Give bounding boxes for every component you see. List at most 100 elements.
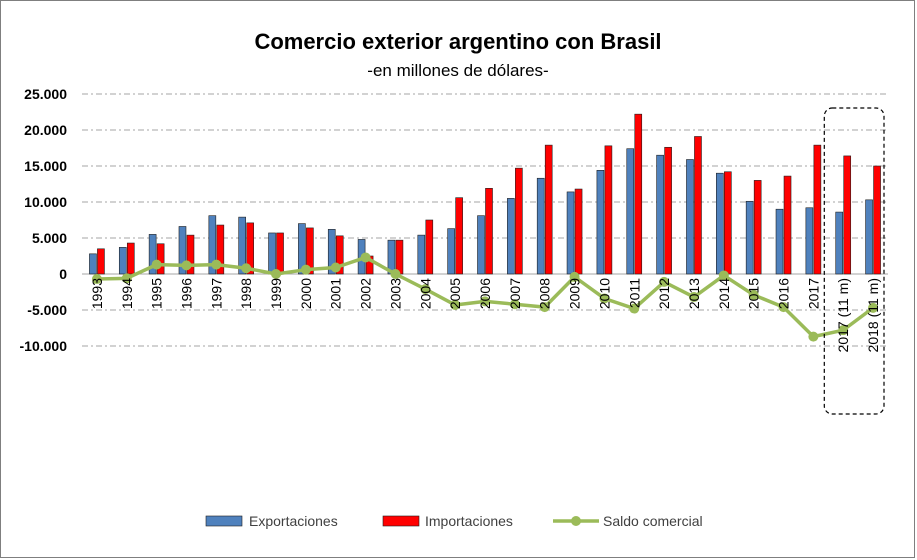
export-bar [596, 170, 605, 275]
y-tick-label: 5.000 [32, 230, 67, 246]
x-tick-label: 1998 [238, 278, 254, 309]
import-bar [276, 232, 284, 275]
saldo-point [300, 264, 311, 275]
import-bar [664, 146, 672, 275]
saldo-point [450, 299, 461, 310]
import-bar [694, 136, 702, 275]
export-bar [566, 191, 575, 275]
export-bar [118, 247, 127, 275]
export-bar [716, 172, 724, 275]
import-bar [246, 222, 254, 275]
export-bar [89, 253, 97, 275]
y-tick-label: 0 [59, 266, 67, 282]
saldo-point [241, 263, 252, 274]
legend-label-exportaciones: Exportaciones [249, 513, 338, 529]
chart-subtitle: -en millones de dólares- [367, 61, 548, 80]
x-tick-label: 2008 [537, 278, 553, 309]
saldo-point [181, 260, 192, 271]
x-tick-label: 2013 [686, 278, 702, 309]
export-bar [536, 177, 545, 275]
x-tick-label: 1996 [178, 278, 194, 309]
saldo-point [629, 303, 640, 314]
saldo-point [420, 284, 431, 295]
x-tick-label: 1997 [208, 278, 224, 309]
export-bar [507, 198, 515, 275]
legend-swatch-exportaciones [205, 515, 243, 527]
saldo-point [718, 270, 729, 281]
saldo-point [688, 292, 699, 303]
export-bar [238, 216, 246, 275]
y-tick-label: 10.000 [24, 194, 67, 210]
chart-title: Comercio exterior argentino con Brasil [254, 29, 661, 54]
saldo-point [121, 273, 132, 284]
x-tick-label: 1993 [89, 278, 105, 309]
saldo-point [659, 276, 670, 287]
export-bar [626, 148, 635, 275]
import-bar [126, 242, 135, 275]
y-axis-ticks: 25.000 20.000 15.000 10.000 5.000 0 -5.000 -10.… [20, 86, 68, 354]
import-bar [395, 239, 404, 275]
export-bar [686, 159, 694, 275]
import-bar [843, 155, 852, 275]
saldo-point [778, 302, 789, 313]
saldo-point [838, 325, 849, 336]
saldo-point [360, 252, 371, 263]
y-tick-label: 15.000 [24, 158, 67, 174]
x-tick-label: 2014 [716, 278, 732, 309]
import-bar [634, 113, 643, 275]
x-tick-label: 2003 [387, 278, 403, 309]
import-bar [574, 188, 583, 275]
export-bar [298, 223, 306, 275]
import-bar [186, 234, 195, 275]
saldo-line [91, 252, 879, 342]
saldo-point [390, 269, 401, 279]
saldo-point [480, 296, 490, 307]
import-bar [783, 175, 792, 275]
saldo-point [211, 259, 222, 270]
x-tick-label: 2001 [328, 278, 344, 309]
import-bar [604, 145, 613, 275]
import-bar [753, 180, 762, 275]
x-tick-label: 2000 [298, 278, 314, 309]
saldo-point [151, 259, 162, 270]
export-bar [805, 207, 814, 275]
import-bar [156, 243, 165, 275]
x-tick-label: 2018 (11 m) [865, 278, 881, 352]
export-bar [268, 232, 276, 275]
legend-swatch-importaciones [382, 515, 420, 527]
saldo-point [569, 271, 580, 282]
export-bar [745, 200, 754, 275]
y-tick-label: 20.000 [24, 122, 67, 138]
x-tick-label: 1994 [119, 278, 135, 309]
legend: Exportaciones Importaciones Saldo comercia… [205, 513, 703, 529]
export-bar [417, 234, 426, 275]
legend-marker-saldo [571, 516, 581, 526]
x-tick-label: 1999 [268, 278, 284, 309]
bars [89, 113, 881, 275]
legend-label-saldo: Saldo comercial [603, 513, 703, 529]
x-tick-label: 2009 [567, 278, 583, 309]
gridlines [82, 93, 888, 347]
import-bar [335, 235, 344, 275]
import-bar [306, 227, 314, 275]
legend-label-importaciones: Importaciones [425, 513, 513, 529]
highlight-dashed-box [823, 107, 885, 415]
x-tick-label: 2004 [417, 278, 433, 309]
import-bar [544, 144, 553, 275]
saldo-point [748, 289, 759, 300]
import-bar [455, 197, 463, 275]
saldo-point [509, 299, 520, 310]
saldo-point [91, 274, 102, 285]
x-tick-label: 2017 [805, 278, 821, 309]
saldo-point [868, 302, 879, 313]
x-tick-label: 2010 [596, 278, 612, 309]
import-bar [873, 165, 881, 275]
x-tick-label: 2006 [477, 278, 493, 309]
x-tick-label: 2002 [358, 278, 374, 309]
import-bar [724, 171, 732, 275]
export-bar [208, 215, 217, 275]
export-bar [327, 229, 336, 275]
export-bar [178, 226, 187, 275]
